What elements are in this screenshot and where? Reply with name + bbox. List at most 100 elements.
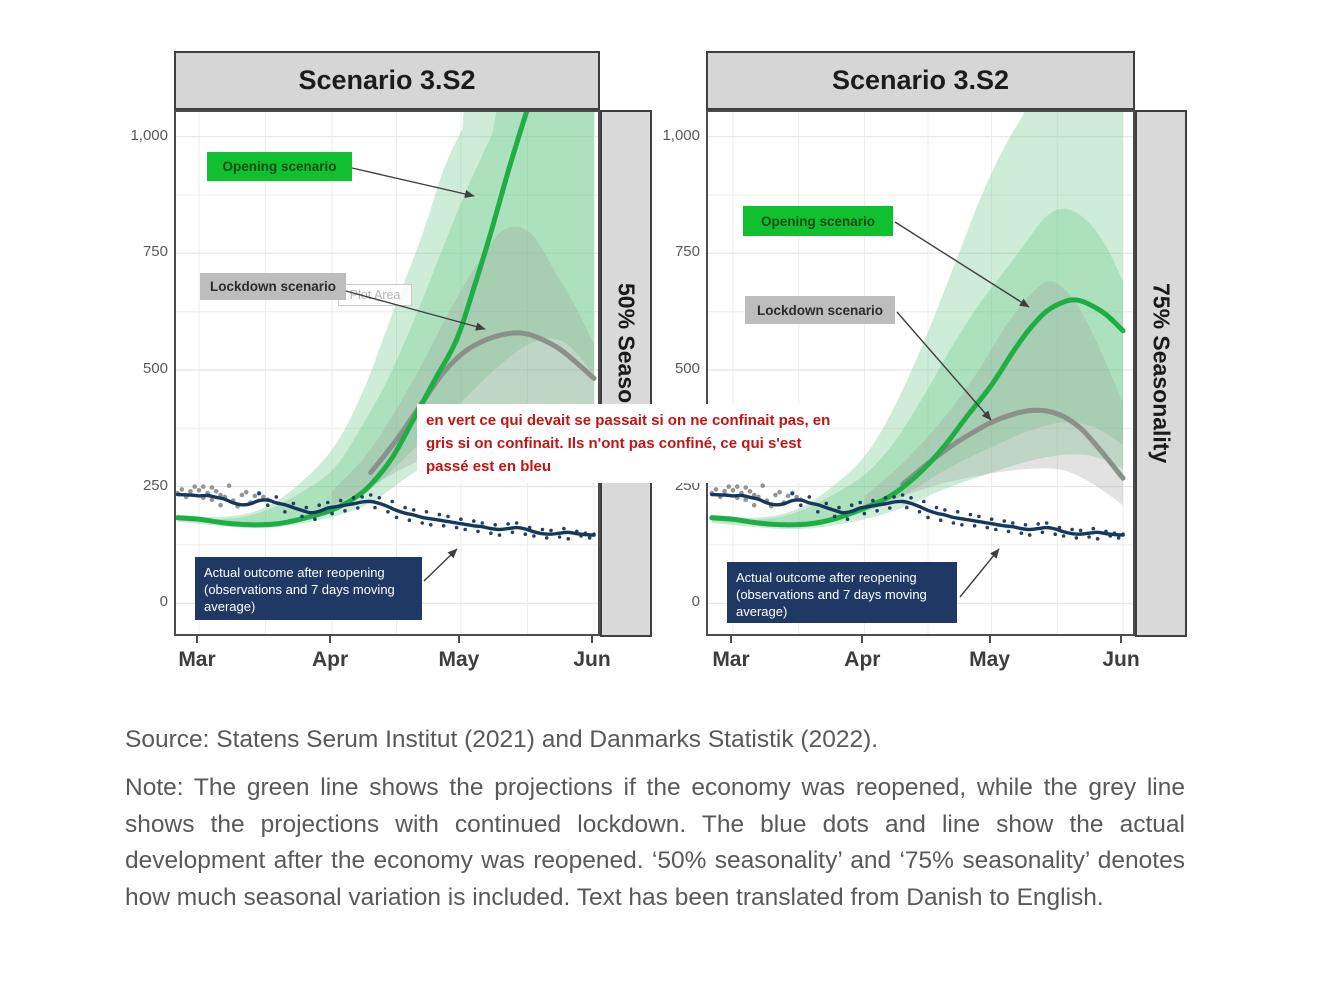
- line-opening-scenario: [176, 112, 530, 528]
- dot-observations-after-reopening: [368, 493, 373, 497]
- dot-observations-after-reopening: [394, 515, 399, 520]
- dot-observations-after-reopening: [446, 514, 450, 519]
- dot-observations-after-reopening: [386, 510, 390, 514]
- dot-observations-lockdown-period: [239, 492, 245, 498]
- line-opening-scenario: [709, 297, 1126, 528]
- dot-observations-lockdown-period: [218, 492, 223, 498]
- dot-observations-after-reopening: [532, 534, 536, 538]
- french-annotation-line-3: passé est en bleu: [426, 458, 552, 475]
- dot-observations-after-reopening: [989, 517, 994, 521]
- dot-observations-after-reopening: [977, 514, 981, 519]
- panel-left-title: Scenario 3.S2: [298, 65, 476, 95]
- dot-observations-lockdown-period: [722, 489, 727, 494]
- dot-observations-after-reopening: [523, 532, 528, 536]
- dot-observations-after-reopening: [489, 531, 493, 535]
- dot-observations-lockdown-period: [196, 488, 202, 493]
- dot-observations-lockdown-period: [726, 484, 732, 489]
- dot-observations-after-reopening: [938, 518, 943, 522]
- dot-observations-after-reopening: [1116, 536, 1121, 540]
- dot-observations-after-reopening: [403, 505, 407, 510]
- dot-observations-lockdown-period: [773, 492, 778, 498]
- dot-observations-after-reopening: [429, 523, 433, 527]
- dot-observations-lockdown-period: [760, 483, 765, 489]
- dot-observations-after-reopening: [994, 527, 998, 532]
- plot-area-ghost-text: Plot Area: [349, 288, 401, 302]
- dot-observations-after-reopening: [1061, 534, 1066, 538]
- y-tick-label: 500: [142, 360, 168, 377]
- dot-observations-after-reopening: [514, 521, 519, 525]
- chart-canvas-right: [708, 112, 1133, 634]
- dot-observations-lockdown-period: [252, 493, 258, 499]
- dot-observations-after-reopening: [407, 518, 412, 522]
- dot-observations-after-reopening: [816, 510, 820, 514]
- actual-outcome-box-right-text: Actual outcome after reopening (observat…: [736, 570, 927, 619]
- x-tick-mark: [591, 636, 593, 643]
- dot-observations-lockdown-period: [209, 485, 215, 490]
- x-tick-mark: [457, 636, 460, 643]
- dot-observations-after-reopening: [472, 519, 476, 523]
- seasonality-strip-right-label: 75% Seasonality: [1148, 283, 1175, 464]
- dot-observations-after-reopening: [424, 510, 429, 514]
- dot-observations-after-reopening: [587, 536, 592, 540]
- dot-observations-after-reopening: [420, 521, 424, 525]
- dot-observations-lockdown-period: [743, 485, 748, 490]
- dot-observations-after-reopening: [1023, 523, 1028, 527]
- dot-observations-lockdown-period: [213, 489, 219, 494]
- x-tick-mark: [196, 636, 198, 643]
- opening-scenario-label-left-text: Opening scenario: [222, 159, 337, 174]
- dot-observations-after-reopening: [463, 527, 468, 532]
- dot-observations-after-reopening: [968, 512, 973, 517]
- dot-observations-after-reopening: [909, 496, 913, 500]
- panel-right-title-bar: Scenario 3.S2: [706, 51, 1135, 110]
- dot-observations-after-reopening: [300, 514, 304, 519]
- dot-observations-after-reopening: [544, 536, 549, 540]
- dot-observations-after-reopening: [1095, 537, 1100, 541]
- band-opening-ci-inner: [177, 112, 594, 527]
- dot-observations-lockdown-period: [730, 488, 736, 493]
- x-tick-label: May: [438, 648, 480, 671]
- dot-observations-after-reopening: [883, 496, 888, 500]
- dot-observations-lockdown-period: [734, 484, 740, 489]
- dot-observations-after-reopening: [1027, 533, 1032, 537]
- dot-observations-after-reopening: [317, 503, 321, 508]
- dot-observations-after-reopening: [955, 510, 960, 514]
- source-text: Source: Statens Serum Institut (2021) an…: [125, 726, 879, 753]
- x-tick-mark: [329, 636, 332, 643]
- plot-area-ghost-label: Plot Area: [338, 284, 412, 306]
- dot-observations-lockdown-period: [243, 489, 249, 495]
- dot-observations-after-reopening: [845, 517, 850, 521]
- dot-observations-lockdown-period: [188, 489, 193, 494]
- dot-observations-after-reopening: [356, 506, 360, 510]
- dot-observations-after-reopening: [951, 521, 956, 525]
- actual-outcome-box-left: Actual outcome after reopening (observat…: [195, 557, 422, 620]
- dot-observations-after-reopening: [338, 498, 343, 503]
- dot-observations-after-reopening: [360, 495, 364, 499]
- dot-observations-after-reopening: [411, 508, 416, 512]
- dot-observations-after-reopening: [566, 537, 570, 541]
- x-tick-label: Apr: [312, 648, 349, 671]
- dot-observations-after-reopening: [960, 523, 964, 527]
- dot-observations-after-reopening: [540, 527, 545, 532]
- dot-observations-after-reopening: [824, 501, 829, 506]
- y-tick-label: 750: [142, 243, 168, 261]
- y-tick-label: 0: [691, 593, 700, 611]
- dot-observations-after-reopening: [985, 525, 990, 530]
- dot-observations-after-reopening: [437, 512, 442, 517]
- band-lockdown-ci: [864, 281, 1123, 510]
- dot-observations-after-reopening: [326, 500, 330, 505]
- dot-observations-after-reopening: [283, 510, 287, 514]
- chart-plot-right: [706, 110, 1135, 636]
- dot-observations-after-reopening: [343, 509, 347, 513]
- dot-observations-after-reopening: [274, 495, 279, 499]
- dot-observations-lockdown-period: [713, 487, 719, 492]
- dot-observations-after-reopening: [1019, 531, 1024, 535]
- dot-observations-after-reopening: [351, 496, 356, 500]
- dot-observations-after-reopening: [510, 530, 515, 535]
- dot-observations-lockdown-period: [794, 494, 799, 500]
- dot-observations-after-reopening: [257, 491, 261, 496]
- dot-observations-after-reopening: [790, 491, 795, 496]
- dot-observations-after-reopening: [1044, 521, 1049, 525]
- dot-observations-after-reopening: [837, 505, 841, 510]
- lockdown-scenario-label-left-text: Lockdown scenario: [209, 279, 337, 294]
